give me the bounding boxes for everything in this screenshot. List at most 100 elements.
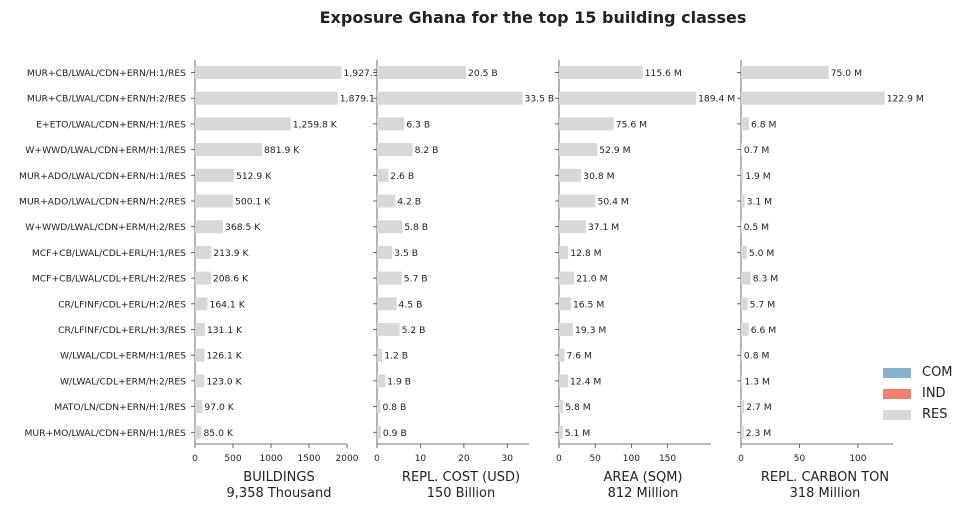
bar [377,297,397,311]
bar [559,348,565,362]
bar [377,91,523,105]
bar [741,143,742,157]
category-label: MUR+CB/LWAL/CDN+ERN/H:2/RES [27,94,186,105]
x-axis-total: 812 Million [608,486,679,501]
bar-value-label: 213.9 K [213,248,249,259]
bar-value-label: 30.8 M [583,171,614,182]
x-tick-label: 100 [849,454,866,464]
bar [195,271,211,285]
category-label: MUR+CB/LWAL/CDN+ERN/H:1/RES [27,68,186,79]
bar [377,168,389,182]
bar-value-label: 16.5 M [573,299,604,310]
bar-value-label: 1.3 M [745,376,771,387]
bar [377,348,383,362]
bar [377,323,400,336]
bar-value-label: 4.2 B [397,197,421,208]
category-label: CR/LFINF/CDL+ERL/H:2/RES [58,299,186,310]
x-tick-label: 0 [374,454,380,464]
bar [377,374,386,388]
bar-value-label: 0.8 M [744,351,770,362]
x-axis-label: BUILDINGS [243,470,314,485]
bar-value-label: 75.0 M [831,68,862,79]
bar-value-label: 12.8 M [570,248,601,259]
bar-value-label: 368.5 K [225,222,261,233]
bar [559,143,598,157]
bar [741,194,745,208]
bar-value-label: 6.8 M [751,119,777,130]
x-tick-label: 10 [415,454,427,464]
legend-swatch-ind [883,388,911,399]
bar-value-label: 0.7 M [744,145,770,156]
bar [741,323,749,336]
x-tick-label: 500 [224,454,241,464]
x-tick-label: 2000 [336,454,359,464]
bar-value-label: 20.5 B [468,68,498,79]
bar-value-label: 1.9 M [745,171,771,182]
bar [377,194,396,208]
bar-value-label: 3.1 M [747,197,773,208]
bar-value-label: 115.6 M [645,68,682,79]
bar [741,297,748,311]
bar-value-label: 1,927.3 [343,68,378,79]
bar [741,348,742,362]
bar-value-label: 5.1 M [565,428,591,439]
bar [195,400,203,414]
chart-title: Exposure Ghana for the top 15 building c… [319,8,747,27]
x-tick-label: 30 [502,454,514,464]
category-label: MCF+CB/LWAL/CDL+ERL/H:2/RES [32,274,186,285]
bar-value-label: 19.3 M [575,325,606,336]
x-tick-label: 50 [589,454,601,464]
category-label: CR/LFINF/CDL+ERL/H:3/RES [58,325,186,336]
bar [377,143,413,157]
bar-value-label: 12.4 M [570,376,601,387]
bar-value-label: 6.3 B [406,119,430,130]
bar [741,245,747,259]
bar [195,66,342,79]
bar-value-label: 75.6 M [616,119,647,130]
bar-value-label: 50.4 M [597,197,628,208]
bar [195,220,224,234]
bar-value-label: 5.0 M [749,248,775,259]
category-label: MCF+CB/LWAL/CDL+ERL/H:1/RES [32,248,186,259]
bar-value-label: 5.8 M [565,402,591,413]
bar [377,425,381,439]
bar-value-label: 8.3 M [753,274,779,285]
bar [559,194,596,208]
bar-value-label: 1,259.8 K [293,119,338,130]
bar-value-label: 189.4 M [698,94,735,105]
x-tick-label: 20 [458,454,470,464]
bar [377,117,405,131]
bar [741,400,745,414]
bar-value-label: 97.0 K [204,402,234,413]
legend-item-ind: IND [883,383,953,404]
bar-value-label: 131.1 K [207,325,243,336]
category-label: MUR+ADO/LWAL/CDN+ERN/H:1/RES [19,171,186,182]
x-axis-total: 9,358 Thousand [227,486,332,501]
x-tick-label: 100 [623,454,640,464]
bar-value-label: 4.5 B [399,299,423,310]
category-label: W+WWD/LWAL/CDN+ERM/H:2/RES [25,222,186,233]
x-axis-label: REPL. COST (USD) [402,470,520,485]
bar-value-label: 5.2 B [402,325,426,336]
bar-value-label: 5.7 M [750,299,776,310]
bar-value-label: 52.9 M [599,145,630,156]
bar-value-label: 85.0 K [203,428,233,439]
bar [195,348,205,362]
bar [377,66,467,79]
bar-value-label: 208.6 K [213,274,249,285]
legend-label-ind: IND [922,386,946,401]
bar-value-label: 2.7 M [746,402,772,413]
legend-label-res: RES [922,407,948,422]
bar [195,194,234,208]
category-label: W/LWAL/CDL+ERM/H:2/RES [60,376,186,387]
x-tick-label: 0 [192,454,198,464]
bar-value-label: 122.9 M [887,94,924,105]
bar-value-label: 8.2 B [415,145,439,156]
bar-value-label: 7.6 M [567,351,593,362]
bar-value-label: 881.9 K [264,145,300,156]
bar-value-label: 512.9 K [236,171,272,182]
x-axis-total: 150 Billion [427,486,496,501]
bar [559,425,563,439]
category-label: W/LWAL/CDL+ERM/H:1/RES [60,351,186,362]
bar [559,400,564,414]
